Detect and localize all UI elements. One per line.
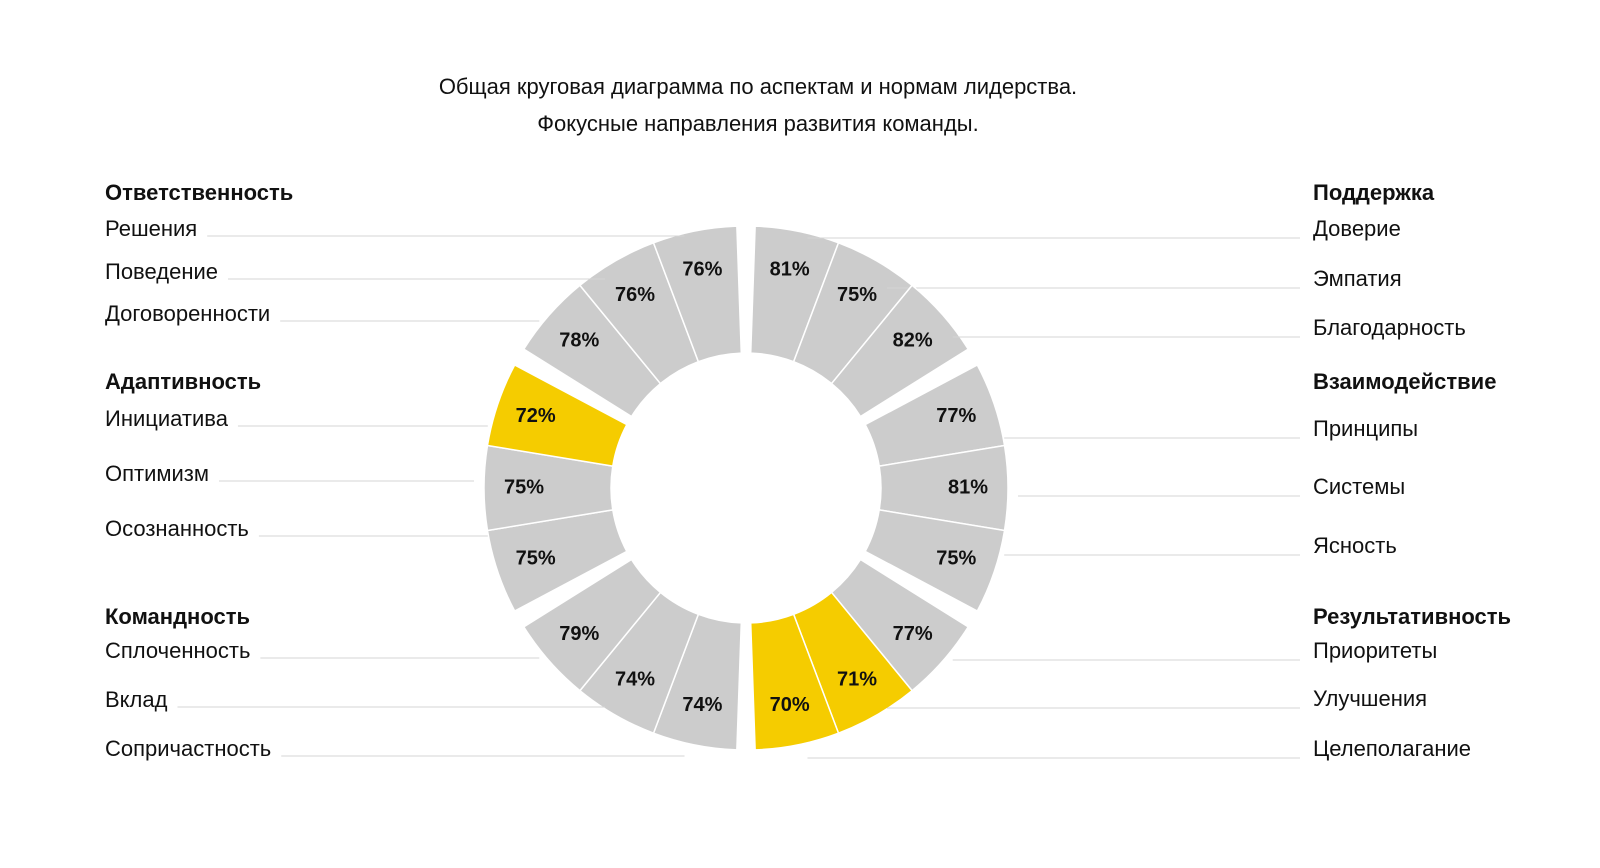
category-label: Инициатива [105,406,229,431]
category-label: Улучшения [1313,686,1427,711]
value-label: 75% [837,284,877,306]
category-label: Поведение [105,259,218,284]
category-label: Осознанность [105,516,249,541]
group-label: Командность [105,604,250,629]
category-label: Ясность [1313,533,1397,558]
group-label: Адаптивность [105,369,261,394]
category-label: Принципы [1313,416,1418,441]
category-label: Сплоченность [105,638,250,663]
category-label: Целеполагание [1313,736,1471,761]
donut-segment [749,613,840,751]
category-label: Доверие [1313,216,1401,241]
donut-segment [522,558,662,692]
group-label: Ответственность [105,180,293,205]
value-label: 81% [948,476,988,498]
value-label: 79% [559,623,599,645]
group-label: Взаимодействие [1313,369,1496,394]
category-label: Эмпатия [1313,266,1402,291]
category-label: Вклад [105,687,168,712]
value-label: 75% [516,547,556,569]
chart-subtitle: Фокусные направления развития команды. [537,111,978,136]
category-label: Оптимизм [105,461,209,486]
value-label: 75% [936,547,976,569]
group-label: Результативность [1313,604,1511,629]
value-label: 81% [770,259,810,281]
value-label: 75% [504,476,544,498]
donut-segment [486,363,628,467]
value-label: 71% [837,669,877,691]
donut-segment [652,225,743,363]
value-label: 77% [936,405,976,427]
value-label: 76% [615,284,655,306]
group-label: Поддержка [1313,180,1435,205]
value-label: 77% [893,623,933,645]
category-label: Благодарность [1313,315,1466,340]
category-label: Приоритеты [1313,638,1437,663]
category-label: Договоренности [105,301,270,326]
value-label: 72% [516,405,556,427]
value-label: 76% [682,259,722,281]
value-label: 74% [682,694,722,716]
category-label: Системы [1313,474,1405,499]
donut-segment [864,509,1006,613]
category-label: Решения [105,216,197,241]
donut-segment [830,284,970,418]
value-label: 70% [770,694,810,716]
chart-title: Общая круговая диаграмма по аспектам и н… [439,74,1077,99]
category-label: Сопричастность [105,736,271,761]
value-label: 78% [559,330,599,352]
value-label: 82% [893,330,933,352]
value-label: 74% [615,669,655,691]
